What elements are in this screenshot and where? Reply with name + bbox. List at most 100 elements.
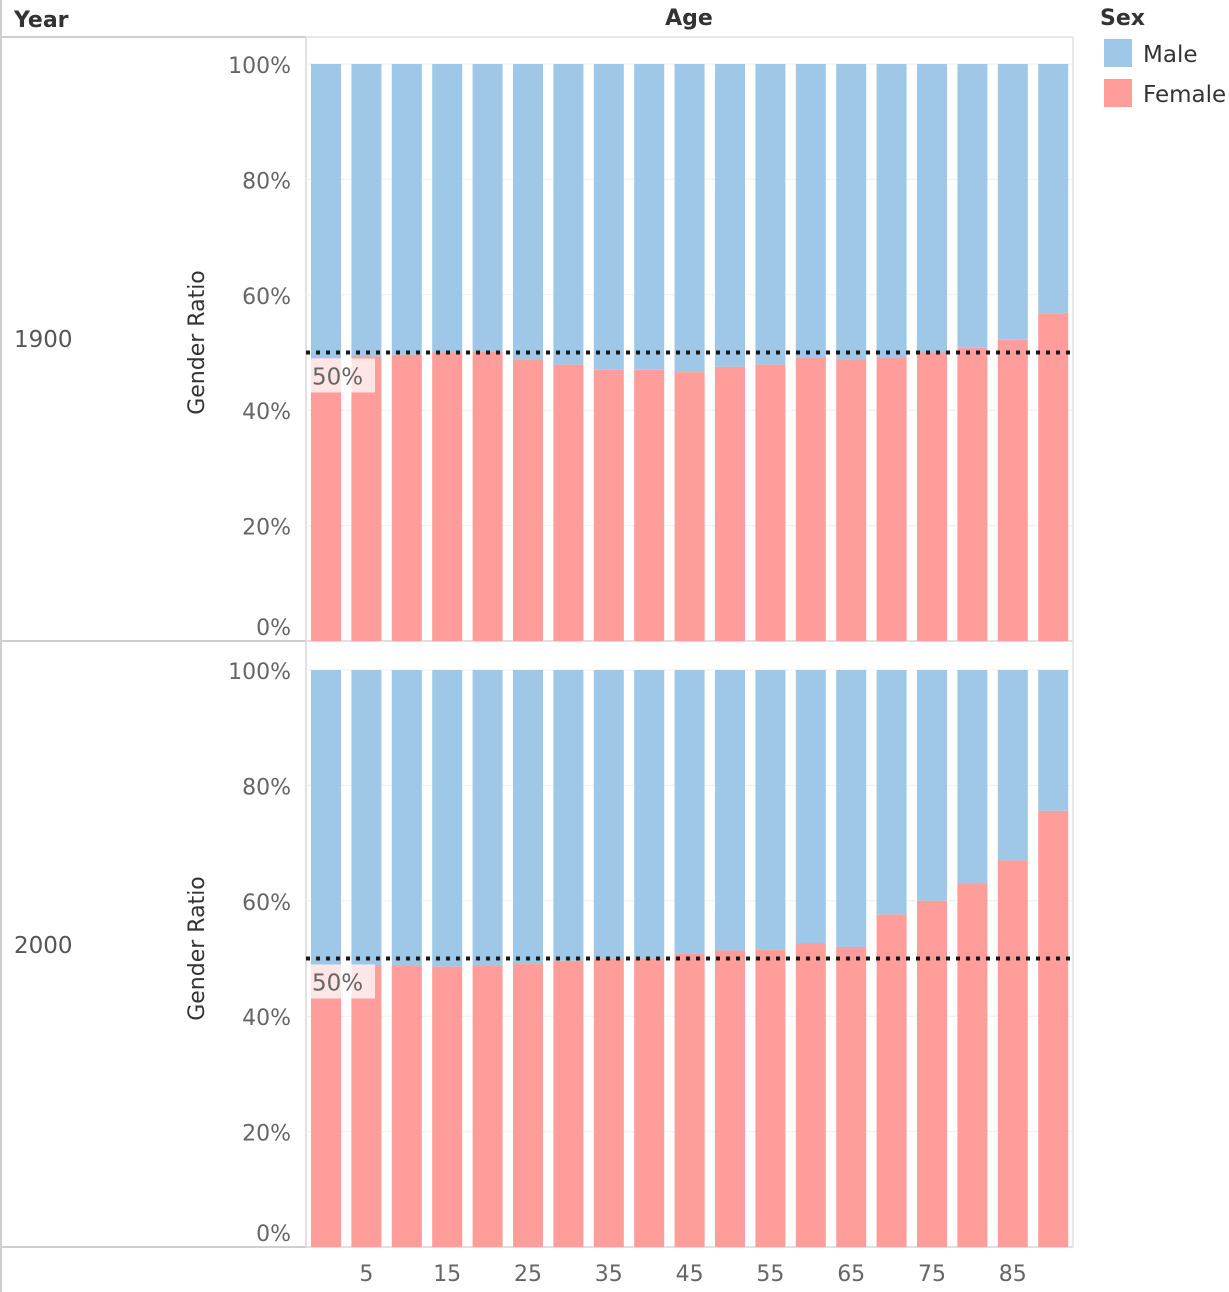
bar-male-1900-age-35[interactable] — [593, 64, 624, 370]
bar-male-2000-age-75[interactable] — [917, 670, 947, 901]
bar-female-2000-age-30[interactable] — [553, 960, 584, 1247]
bar-male-1900-age-65[interactable] — [836, 64, 867, 360]
bar-female-1900-age-55[interactable] — [755, 364, 786, 641]
bar-male-2000-age-5[interactable] — [351, 670, 382, 966]
bar-female-2000-age-65[interactable] — [836, 946, 867, 1247]
bar-female-2000-age-40[interactable] — [634, 958, 665, 1248]
bar-male-1900-age-70[interactable] — [876, 64, 907, 358]
bar-female-2000-age-55[interactable] — [755, 949, 786, 1247]
bar-female-1900-age-20[interactable] — [472, 351, 503, 641]
legend-swatch-male[interactable] — [1104, 39, 1132, 67]
panel-1900: 50% 0% 20% 40% 60% 80% 100% Gender Ratio 1900 — [14, 54, 1073, 642]
bar-female-1900-age-25[interactable] — [513, 359, 543, 641]
y-tick-label-2000-3: 60% — [242, 891, 291, 916]
bar-female-1900-age-40[interactable] — [634, 369, 665, 641]
bar-male-2000-age-40[interactable] — [634, 670, 665, 959]
bar-male-2000-age-60[interactable] — [795, 670, 826, 944]
bar-male-2000-age-20[interactable] — [472, 670, 503, 966]
x-tick-label-25: 25 — [514, 1262, 542, 1287]
bar-female-1900-age-45[interactable] — [674, 372, 705, 641]
y-tick-label-1900-0: 0% — [256, 616, 291, 641]
bar-male-1900-age-60[interactable] — [795, 64, 826, 358]
bar-female-1900-age-80[interactable] — [957, 347, 988, 641]
bar-female-1900-age-75[interactable] — [917, 352, 947, 642]
bar-male-2000-age-65[interactable] — [836, 670, 867, 947]
legend-label-male[interactable]: Male — [1143, 42, 1197, 68]
bar-female-1900-age-10[interactable] — [391, 354, 422, 641]
x-tick-label-85: 85 — [999, 1262, 1027, 1287]
bar-male-2000-age-55[interactable] — [755, 670, 786, 950]
bar-male-1900-age-30[interactable] — [553, 64, 584, 365]
bar-male-1900-age-50[interactable] — [715, 64, 745, 367]
bar-female-1900-age-15[interactable] — [432, 352, 463, 642]
bar-female-1900-age-0[interactable] — [311, 358, 341, 641]
legend[interactable]: Sex Male Female — [1100, 6, 1226, 108]
bar-male-2000-age-45[interactable] — [674, 670, 705, 954]
bar-male-2000-age-80[interactable] — [957, 670, 988, 884]
bar-female-1900-age-65[interactable] — [836, 359, 867, 641]
x-tick-label-15: 15 — [433, 1262, 461, 1287]
bar-male-1900-age-90[interactable] — [1038, 64, 1069, 314]
bar-male-1900-age-10[interactable] — [391, 64, 422, 355]
bar-female-2000-age-20[interactable] — [472, 965, 503, 1247]
bar-male-1900-age-20[interactable] — [472, 64, 503, 352]
y-tick-label-1900-2: 40% — [242, 400, 291, 425]
bar-male-1900-age-25[interactable] — [513, 64, 543, 360]
bar-female-2000-age-10[interactable] — [391, 965, 422, 1247]
bar-female-2000-age-5[interactable] — [351, 965, 382, 1247]
bar-male-2000-age-25[interactable] — [513, 670, 543, 964]
bar-male-1900-age-40[interactable] — [634, 64, 665, 370]
bar-male-1900-age-75[interactable] — [917, 64, 947, 353]
bar-female-2000-age-45[interactable] — [674, 953, 705, 1247]
age-header: Age — [665, 6, 713, 31]
reference-label-bg-1900 — [309, 358, 375, 393]
bar-female-2000-age-25[interactable] — [513, 963, 543, 1247]
bar-male-2000-age-90[interactable] — [1038, 670, 1069, 811]
bar-male-1900-age-5[interactable] — [351, 64, 382, 357]
legend-label-female[interactable]: Female — [1143, 82, 1226, 108]
bar-male-1900-age-45[interactable] — [674, 64, 705, 373]
bar-female-2000-age-50[interactable] — [715, 950, 745, 1247]
bar-male-1900-age-80[interactable] — [957, 64, 988, 348]
y-ticks-1900: 0% 20% 40% 60% 80% 100% — [228, 54, 291, 641]
bar-female-1900-age-90[interactable] — [1038, 313, 1069, 641]
bar-female-1900-age-85[interactable] — [997, 339, 1028, 641]
bar-male-1900-age-0[interactable] — [311, 64, 341, 359]
bar-female-2000-age-60[interactable] — [795, 943, 826, 1247]
row-label-1900: 1900 — [14, 327, 73, 353]
bar-female-1900-age-35[interactable] — [593, 369, 624, 641]
bar-female-2000-age-0[interactable] — [311, 965, 341, 1247]
bar-male-2000-age-50[interactable] — [715, 670, 745, 951]
legend-swatch-female[interactable] — [1104, 79, 1132, 107]
y-tick-label-1900-5: 100% — [228, 54, 291, 79]
y-tick-label-1900-4: 80% — [242, 169, 291, 194]
bar-female-1900-age-60[interactable] — [795, 357, 826, 641]
bar-male-1900-age-85[interactable] — [997, 64, 1028, 340]
bar-male-2000-age-35[interactable] — [593, 670, 624, 959]
reference-label-1900: 50% — [312, 365, 363, 391]
bar-female-2000-age-15[interactable] — [432, 966, 463, 1247]
bar-male-1900-age-15[interactable] — [432, 64, 463, 353]
bar-female-1900-age-70[interactable] — [876, 357, 907, 641]
bar-female-1900-age-5[interactable] — [351, 356, 382, 641]
x-tick-label-45: 45 — [676, 1262, 704, 1287]
bar-male-2000-age-10[interactable] — [391, 670, 422, 966]
bar-female-1900-age-30[interactable] — [553, 364, 584, 641]
bar-female-2000-age-75[interactable] — [917, 900, 947, 1247]
bar-male-2000-age-70[interactable] — [876, 670, 907, 915]
bar-male-2000-age-30[interactable] — [553, 670, 584, 961]
bar-female-2000-age-85[interactable] — [997, 860, 1028, 1247]
bar-female-2000-age-80[interactable] — [957, 883, 988, 1247]
bar-male-2000-age-0[interactable] — [311, 670, 341, 966]
bar-female-2000-age-35[interactable] — [593, 958, 624, 1248]
bar-female-2000-age-70[interactable] — [876, 914, 907, 1247]
bar-female-1900-age-50[interactable] — [715, 366, 745, 641]
y-tick-label-2000-1: 20% — [242, 1122, 291, 1147]
bar-male-1900-age-55[interactable] — [755, 64, 786, 365]
bar-female-2000-age-90[interactable] — [1038, 810, 1069, 1247]
bar-male-2000-age-15[interactable] — [432, 670, 463, 967]
reference-line-1900: 50% — [306, 350, 1073, 393]
x-tick-label-65: 65 — [837, 1262, 865, 1287]
bar-male-2000-age-85[interactable] — [997, 670, 1028, 861]
